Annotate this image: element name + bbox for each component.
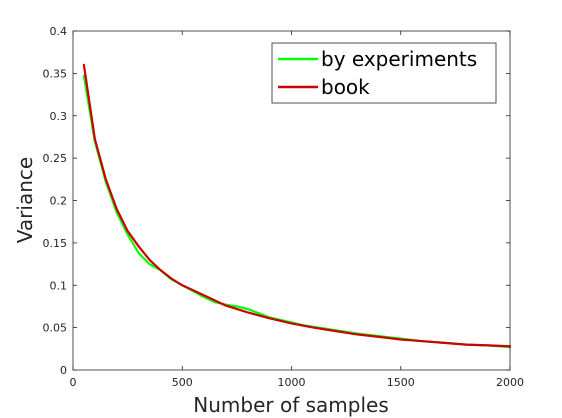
x-tick-label: 1000 — [278, 376, 306, 389]
y-tick-label: 0.4 — [50, 25, 68, 38]
x-tick-label: 0 — [70, 376, 77, 389]
x-tick-label: 2000 — [496, 376, 524, 389]
y-tick-label: 0.2 — [50, 195, 68, 208]
y-tick-label: 0 — [60, 364, 67, 377]
series-line-book — [82, 63, 512, 348]
y-axis-label: Variance — [13, 157, 37, 243]
y-tick-label: 0.25 — [43, 152, 68, 165]
y-tick-label: 0.1 — [50, 279, 68, 292]
legend-label-book: book — [321, 75, 370, 99]
series-layer — [82, 63, 512, 349]
x-tick-label: 1500 — [387, 376, 415, 389]
y-tick-label: 0.3 — [50, 110, 68, 123]
y-tick-label: 0.15 — [43, 237, 68, 250]
x-tick-label: 500 — [172, 376, 193, 389]
x-axis-label: Number of samples — [193, 393, 388, 417]
legend: by experiments book — [271, 42, 497, 104]
y-tick-label: 0.05 — [43, 322, 68, 335]
ticks-layer: 0 500 1000 1500 2000 0 0.05 0.1 0.15 0.2 0.25 0.3 0.… — [43, 25, 525, 389]
y-tick-label: 0.35 — [43, 67, 68, 80]
legend-label-by-experiments: by experiments — [321, 47, 477, 71]
legend-box — [271, 42, 497, 104]
